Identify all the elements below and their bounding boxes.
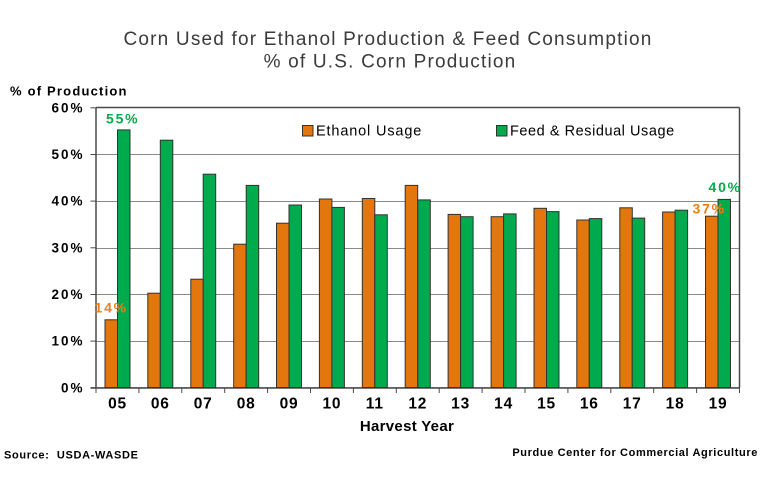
svg-text:37%: 37% — [693, 201, 726, 217]
svg-text:Purdue Center for Commercial A: Purdue Center for Commercial Agriculture — [512, 447, 758, 459]
svg-text:Harvest Year: Harvest Year — [360, 418, 454, 435]
svg-text:15: 15 — [537, 395, 556, 412]
svg-text:Feed & Residual Usage: Feed & Residual Usage — [510, 124, 675, 140]
svg-text:16: 16 — [580, 395, 599, 412]
svg-text:Corn Used for Ethanol Producti: Corn Used for Ethanol Production & Feed … — [123, 29, 652, 50]
svg-text:Ethanol Usage: Ethanol Usage — [316, 124, 422, 140]
svg-text:55%: 55% — [106, 110, 139, 126]
svg-text:12: 12 — [408, 395, 427, 412]
svg-text:08: 08 — [237, 395, 256, 412]
svg-text:0%: 0% — [61, 380, 85, 395]
svg-text:% of U.S. Corn Production: % of U.S. Corn Production — [264, 52, 517, 73]
svg-text:14%: 14% — [95, 300, 128, 316]
svg-text:40%: 40% — [51, 194, 84, 209]
svg-text:30%: 30% — [51, 240, 84, 255]
svg-text:% of Production: % of Production — [10, 84, 128, 99]
svg-text:50%: 50% — [51, 147, 84, 162]
svg-text:09: 09 — [280, 395, 299, 412]
svg-text:06: 06 — [151, 395, 170, 412]
svg-text:19: 19 — [709, 395, 728, 412]
svg-text:14: 14 — [494, 395, 513, 412]
svg-text:40%: 40% — [709, 179, 742, 195]
svg-text:11: 11 — [366, 395, 384, 412]
svg-text:05: 05 — [108, 395, 127, 412]
svg-text:07: 07 — [194, 395, 213, 412]
svg-text:Source: USDA-WASDE: Source: USDA-WASDE — [4, 450, 139, 462]
svg-text:10%: 10% — [51, 334, 84, 349]
svg-text:13: 13 — [451, 395, 470, 412]
svg-text:17: 17 — [623, 395, 642, 412]
svg-text:60%: 60% — [51, 100, 84, 115]
svg-text:18: 18 — [666, 395, 685, 412]
svg-text:10: 10 — [322, 395, 341, 412]
svg-text:20%: 20% — [51, 287, 84, 302]
